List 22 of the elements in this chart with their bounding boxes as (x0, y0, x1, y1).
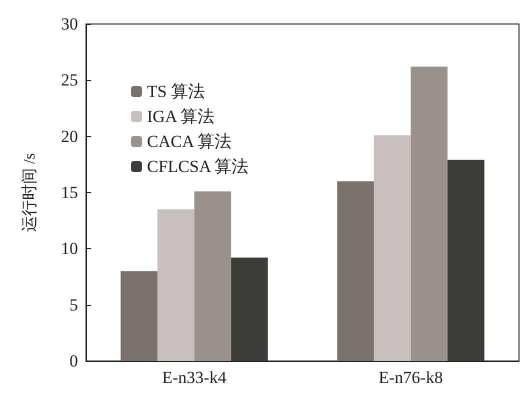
y-tick-label: 5 (70, 295, 78, 314)
x-tick-label: E-n33-k4 (162, 368, 227, 387)
bar (337, 181, 374, 361)
y-tick-label: 15 (61, 183, 78, 202)
bar (448, 160, 484, 361)
bar (194, 191, 232, 361)
bar (410, 66, 448, 361)
x-tick-label: E-n76-k8 (378, 368, 443, 387)
legend-label: CFLCSA 算法 (147, 157, 249, 176)
bar (120, 271, 158, 361)
y-axis-title: 运行时间 /s (20, 153, 38, 232)
legend-label: IGA 算法 (147, 107, 215, 126)
y-tick-label: 20 (61, 126, 78, 146)
y-tick-label: 10 (61, 239, 78, 258)
bar (231, 258, 268, 361)
legend-label: TS 算法 (147, 82, 206, 101)
y-tick-label: 25 (61, 70, 78, 90)
legend-label: CACA 算法 (147, 132, 232, 151)
bar (157, 209, 194, 361)
y-tick-label: 30 (61, 14, 78, 34)
bar (374, 135, 411, 361)
y-tick-label: 0 (70, 352, 78, 370)
